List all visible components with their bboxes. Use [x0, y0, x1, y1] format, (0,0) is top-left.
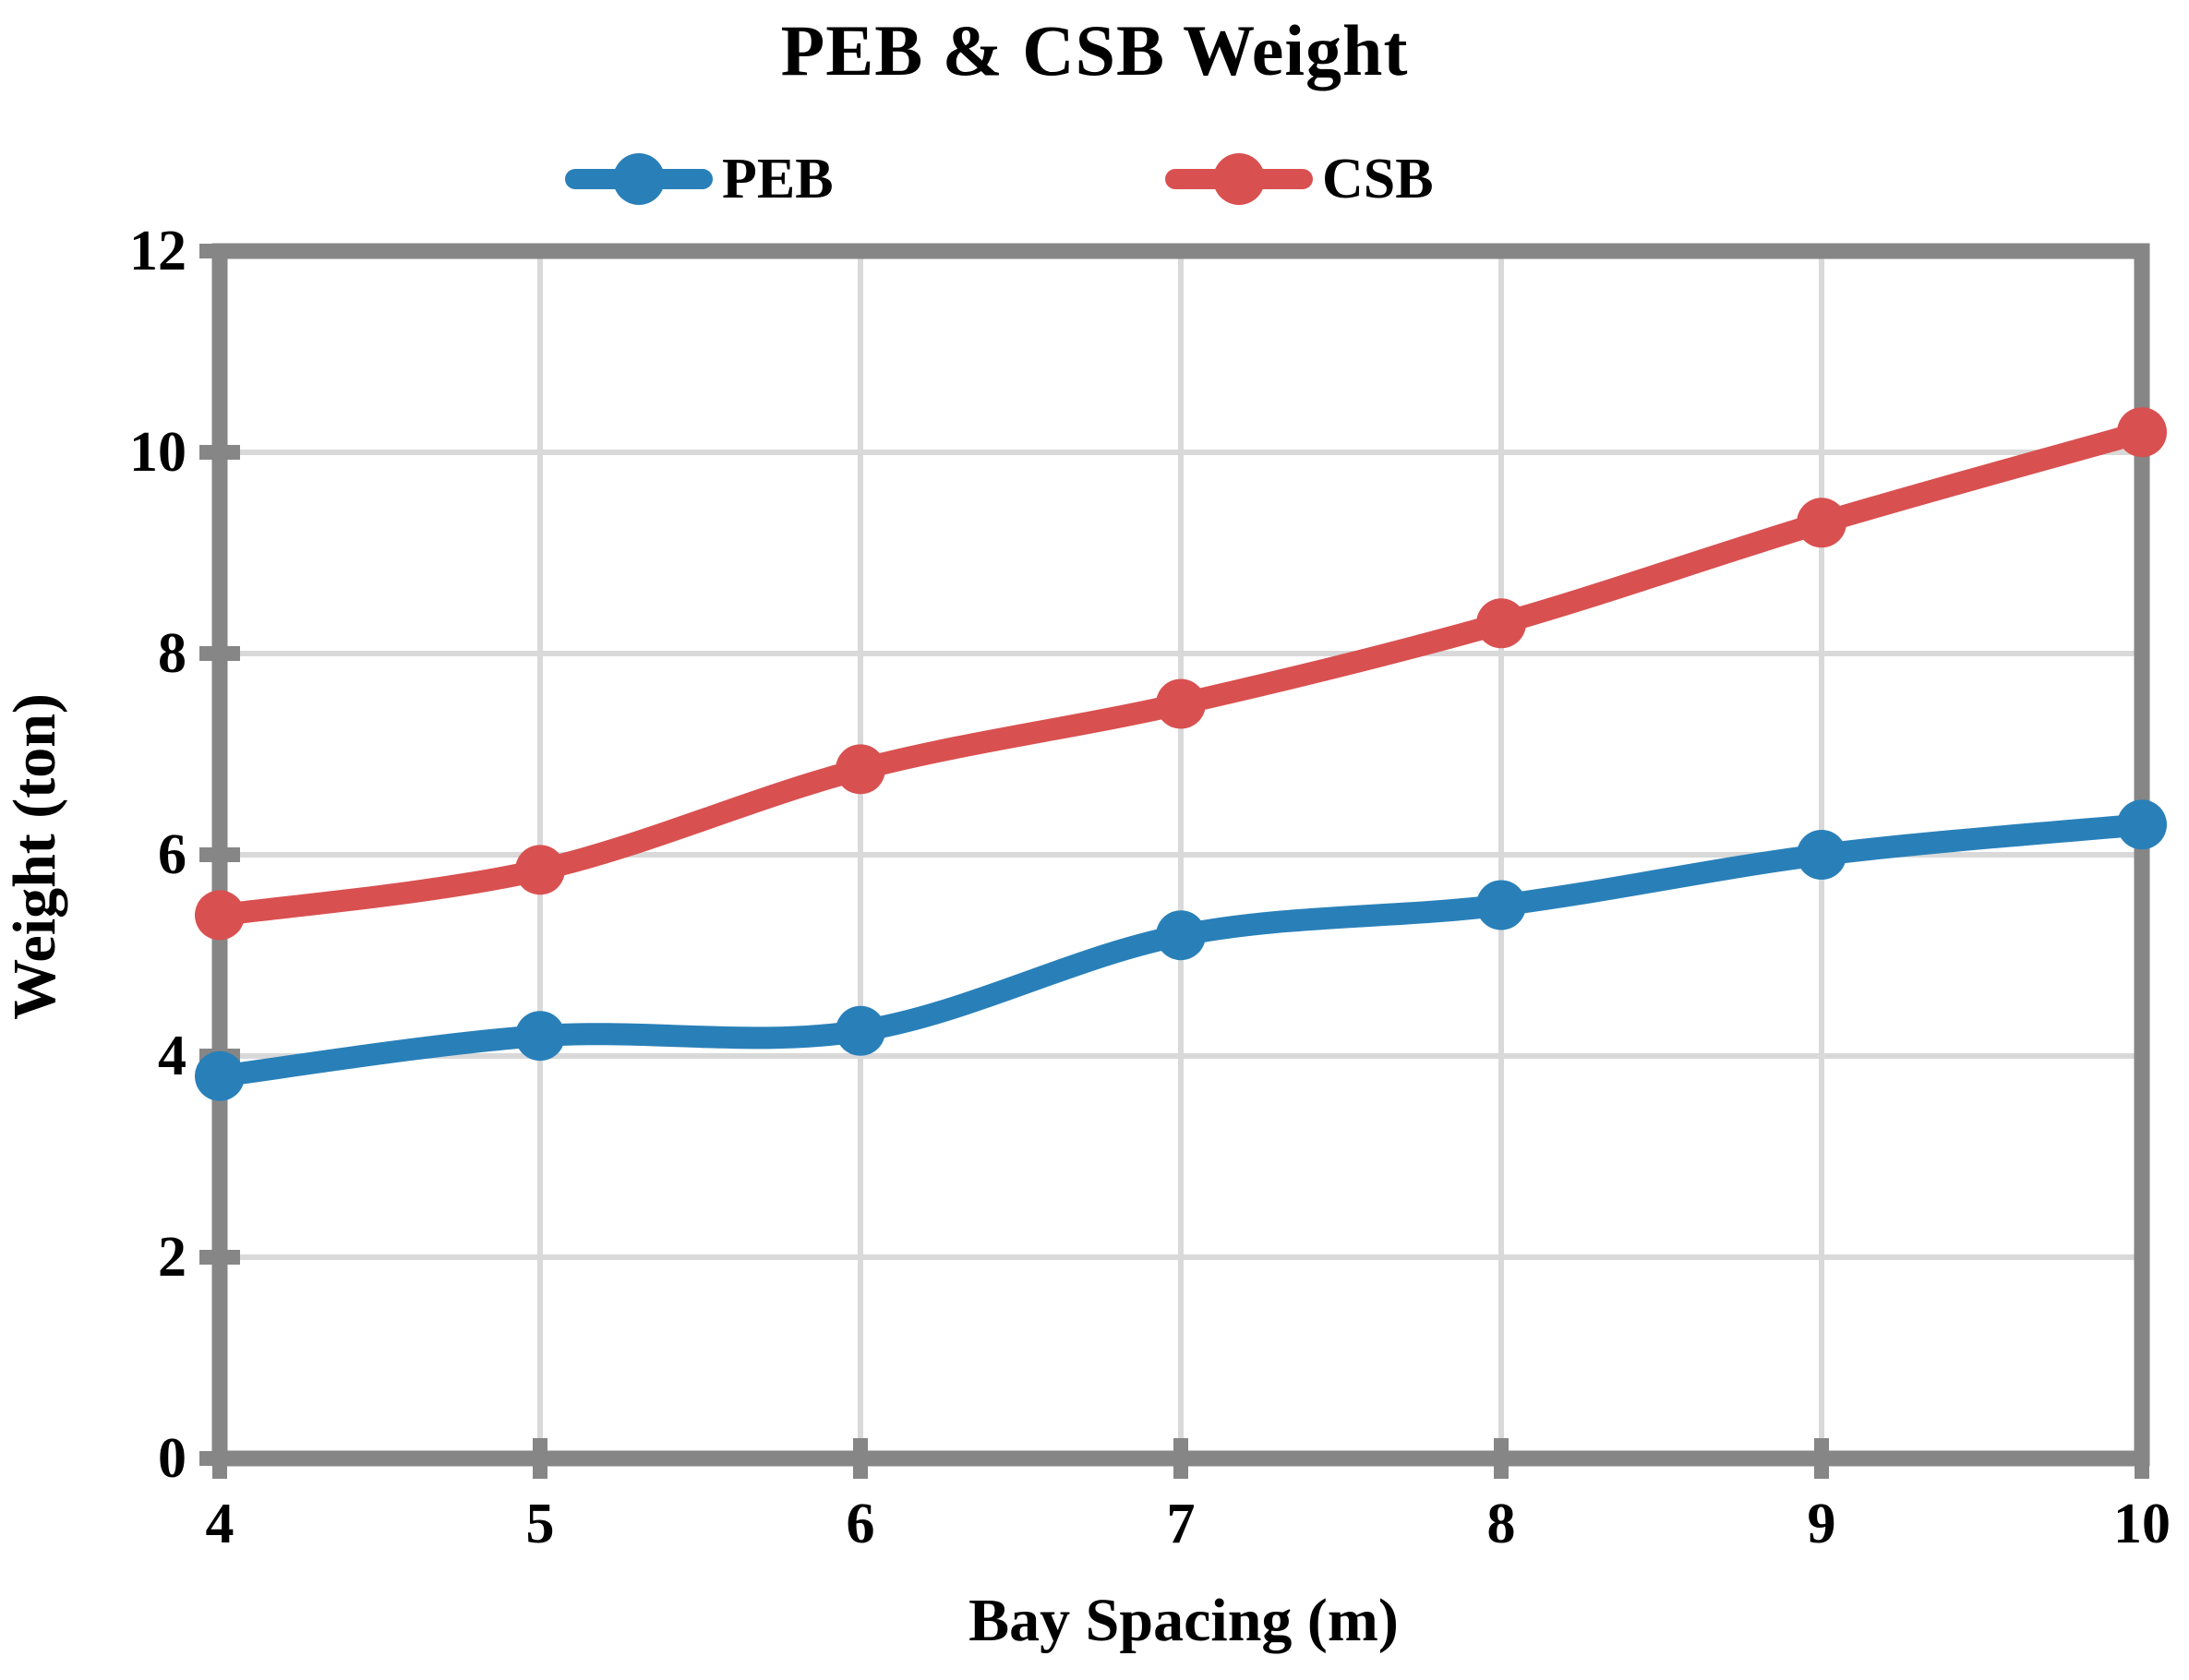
- y-tick-label: 12: [129, 220, 186, 282]
- legend-item-peb: PEB: [565, 140, 834, 218]
- y-tick-mark: [199, 646, 240, 661]
- y-tick-mark: [199, 244, 240, 258]
- y-tick-label: 2: [158, 1226, 186, 1289]
- legend-item-csb: CSB: [1165, 140, 1434, 218]
- x-tick-mark: [1173, 1438, 1188, 1479]
- data-point-csb: [195, 890, 245, 941]
- y-tick-label: 4: [158, 1025, 186, 1087]
- legend-marker-csb-icon: [1165, 140, 1313, 218]
- x-tick-label: 5: [525, 1493, 555, 1555]
- legend-label-csb: CSB: [1322, 148, 1434, 210]
- legend-dot-peb: [613, 153, 665, 205]
- x-tick-label: 6: [846, 1493, 875, 1555]
- x-tick-label: 10: [2113, 1493, 2171, 1555]
- x-tick-mark: [1814, 1438, 1829, 1479]
- data-point-csb: [2117, 407, 2167, 458]
- y-tick-label: 6: [158, 823, 186, 886]
- data-point-peb: [515, 1011, 565, 1062]
- x-tick-mark: [2135, 1438, 2149, 1479]
- x-tick-label: 4: [205, 1493, 235, 1555]
- data-point-csb: [836, 744, 885, 795]
- data-point-peb: [1156, 910, 1206, 961]
- data-point-csb: [1156, 678, 1206, 729]
- chart-title: PEB & CSB Weight: [780, 10, 1409, 90]
- x-tick-mark: [212, 1438, 227, 1479]
- data-point-peb: [836, 1005, 885, 1056]
- x-tick-label: 9: [1807, 1493, 1836, 1555]
- x-tick-mark: [853, 1438, 868, 1479]
- data-point-peb: [195, 1050, 245, 1101]
- y-tick-label: 8: [158, 622, 186, 685]
- y-tick-mark: [199, 445, 240, 460]
- legend-dot-csb: [1213, 153, 1265, 205]
- data-point-csb: [1476, 598, 1526, 649]
- y-tick-mark: [199, 1250, 240, 1265]
- data-point-csb: [1797, 498, 1846, 548]
- x-tick-label: 8: [1486, 1493, 1516, 1555]
- y-tick-label: 10: [129, 421, 186, 484]
- x-tick-label: 7: [1166, 1493, 1196, 1555]
- data-point-peb: [1797, 830, 1846, 880]
- y-axis-title: Weight (ton): [1, 693, 68, 1020]
- legend-label-peb: PEB: [722, 148, 834, 210]
- legend-marker-peb-icon: [565, 140, 713, 218]
- data-point-peb: [1476, 880, 1526, 930]
- x-tick-mark: [1494, 1438, 1509, 1479]
- data-point-peb: [2117, 799, 2167, 850]
- y-tick-label: 0: [158, 1427, 186, 1490]
- data-point-csb: [515, 845, 565, 895]
- x-axis-title: Bay Spacing (m): [968, 1587, 1399, 1654]
- y-tick-mark: [199, 847, 240, 862]
- x-tick-mark: [533, 1438, 547, 1479]
